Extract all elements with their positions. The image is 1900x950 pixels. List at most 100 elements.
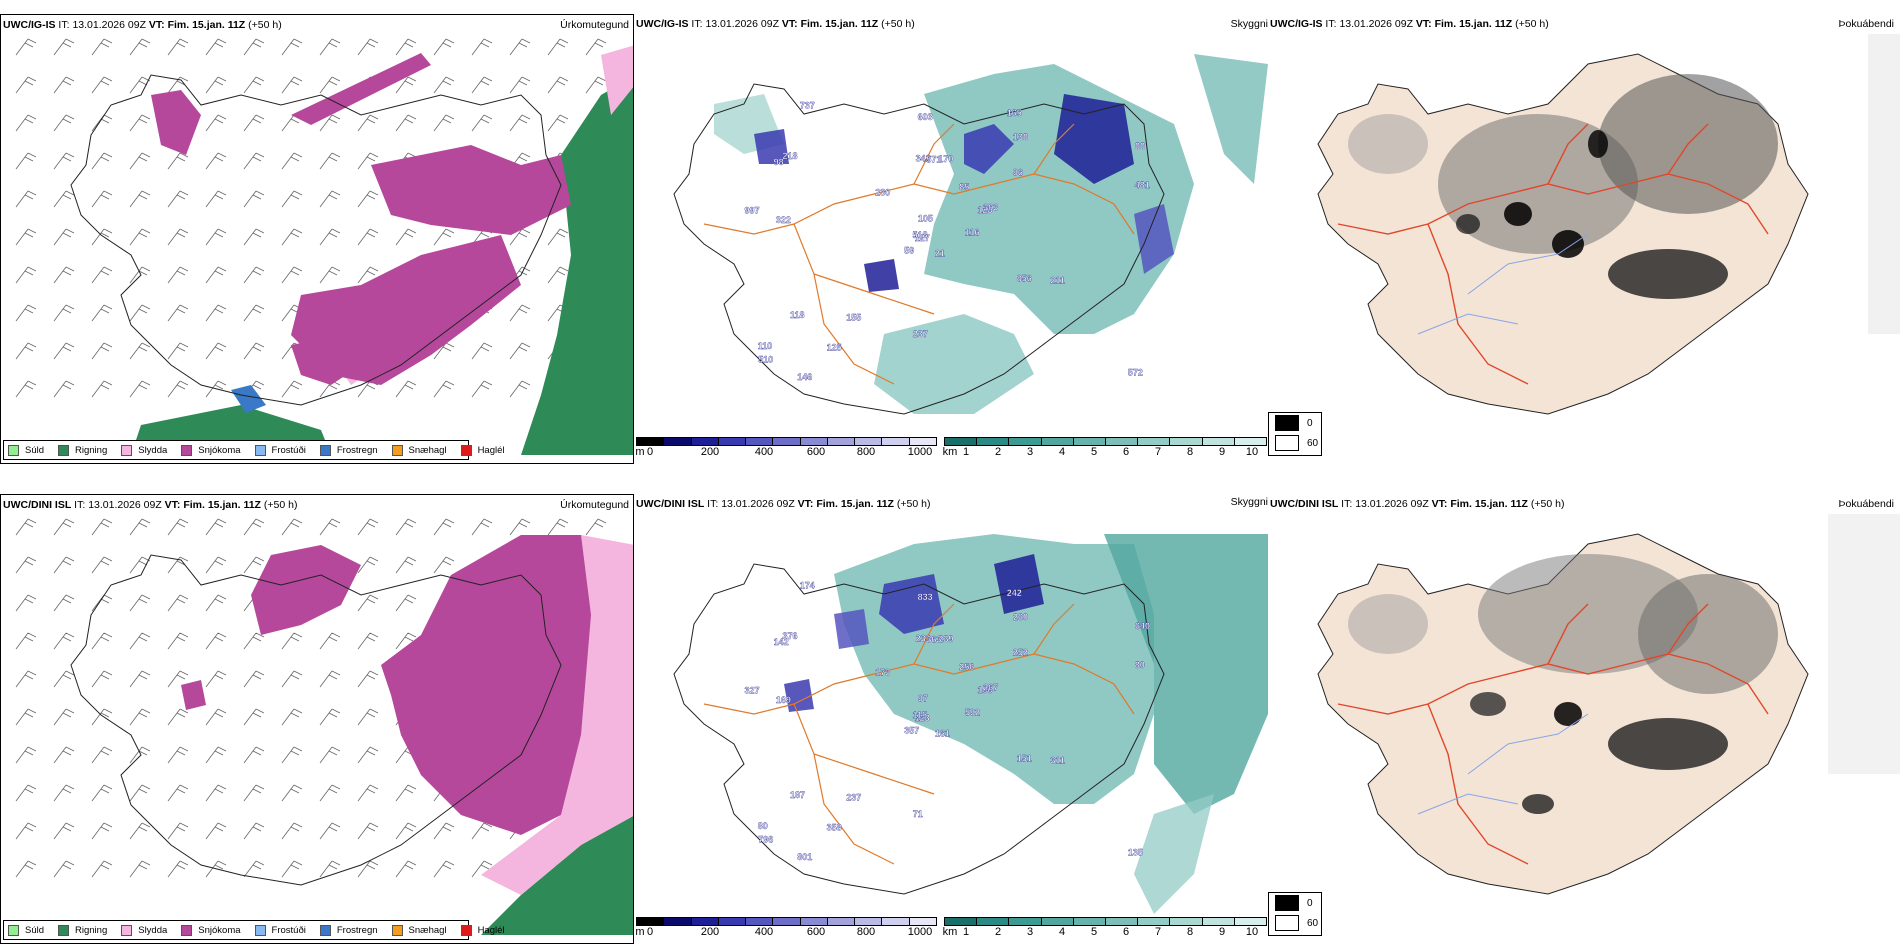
cloud-base-label: 106 (977, 685, 992, 695)
colorbar-segment (1201, 437, 1234, 446)
wind-barb (547, 228, 569, 246)
wind-barb (433, 342, 455, 360)
cloud-base-label: 116 (965, 227, 980, 237)
wind-barb (15, 670, 37, 688)
fog-cell (1456, 214, 1480, 234)
wind-barb (53, 304, 75, 322)
cloud-base-label: 256 (959, 662, 974, 672)
wind-barb (281, 632, 303, 650)
wind-barb (433, 114, 455, 132)
wind-barb (167, 746, 189, 764)
wind-barb (167, 594, 189, 612)
cloud-base-label: 146 (797, 372, 812, 382)
colorbar-segment (1072, 917, 1106, 926)
wind-barb (205, 822, 227, 840)
wind-barb (357, 518, 379, 536)
colorbar-segment (1137, 917, 1170, 926)
precip-map (15, 518, 633, 935)
wind-barb (319, 708, 341, 726)
wind-barb (433, 228, 455, 246)
ceiling-area (784, 679, 814, 712)
wind-barb (395, 860, 417, 878)
wind-barb (129, 228, 151, 246)
wind-barb (395, 76, 417, 94)
legend-item: Rigning (58, 924, 107, 936)
wind-barb (471, 342, 493, 360)
field-name: Skyggni (1230, 18, 1268, 30)
wind-barb (205, 342, 227, 360)
cloud-base-label: 327 (744, 686, 759, 696)
road-network (703, 123, 1135, 385)
wind-barb (205, 632, 227, 650)
wind-barb (167, 266, 189, 284)
wind-barb (167, 632, 189, 650)
colorbar-segment (1169, 917, 1202, 926)
cloud-base-label: 801 (797, 852, 812, 862)
snow-area (151, 90, 201, 155)
wind-barb (433, 860, 455, 878)
cloud-base-label: 218 (782, 151, 797, 161)
wind-barb (15, 114, 37, 132)
wind-barb (91, 342, 113, 360)
colorbar-tick: 1000 (907, 446, 933, 458)
ceiling-area (879, 574, 944, 634)
colorbar-tick: 5 (1090, 446, 1098, 458)
road-network (1337, 123, 1769, 385)
colorbar-tick: 4 (1058, 926, 1066, 938)
field-name: Þokuábendi (1838, 18, 1894, 30)
colorbar-segment (1233, 437, 1267, 446)
wind-barb (15, 594, 37, 612)
ceiling-area (1054, 94, 1134, 184)
colorbar-tick: 3 (1026, 446, 1034, 458)
wind-barb (15, 860, 37, 878)
colorbar-tick: 4 (1058, 446, 1066, 458)
wind-barb (281, 822, 303, 840)
cloud-base-label: 252 (1013, 647, 1028, 657)
wind-barb (357, 190, 379, 208)
wind-barb (15, 518, 37, 536)
cloud-base-label: 169 (776, 695, 791, 705)
river-network (1417, 233, 1589, 335)
wind-barb (357, 266, 379, 284)
wind-barb (129, 304, 151, 322)
wind-barb (357, 746, 379, 764)
wind-barb (205, 518, 227, 536)
colorbar-segment (908, 437, 936, 446)
wind-barb (15, 380, 37, 398)
legend-item: Súld (8, 444, 44, 456)
wind-barb (167, 518, 189, 536)
wind-barb (547, 518, 569, 536)
wind-barb (243, 518, 265, 536)
wind-barb (509, 518, 531, 536)
fog-legend-bottom: 0 60 (1268, 892, 1322, 936)
wind-barb (471, 822, 493, 840)
wind-barb (281, 380, 303, 398)
wind-barb (395, 784, 417, 802)
wind-barb (205, 38, 227, 56)
wind-barb (129, 190, 151, 208)
wind-barb (357, 670, 379, 688)
wind-barb (319, 190, 341, 208)
colorbar-tick: 800 (856, 446, 876, 458)
panel-title: UWC/DINI ISL IT: 13.01.2026 09Z VT: Fim.… (1270, 498, 1565, 510)
visibility-area (1134, 794, 1214, 914)
wind-barb (53, 228, 75, 246)
cloud-base-label: 856 (1017, 274, 1032, 284)
wind-barb (395, 228, 417, 246)
colorbar-segment (944, 917, 977, 926)
cloud-base-label: 572 (1128, 367, 1143, 377)
fog-band (1828, 514, 1900, 774)
wind-barb (91, 76, 113, 94)
fog-cell (1638, 574, 1778, 694)
snow-area (291, 335, 361, 385)
wind-barb (243, 822, 265, 840)
wind-barb (205, 708, 227, 726)
cloud-panel-top: UWC/IG-IS IT: 13.01.2026 09Z VT: Fim. 15… (634, 14, 1268, 464)
colorbar-segment (745, 437, 773, 446)
wind-barb (205, 594, 227, 612)
panel-title: UWC/IG-IS IT: 13.01.2026 09Z VT: Fim. 15… (1270, 18, 1549, 30)
wind-barb (433, 822, 455, 840)
cloud-base-label: 358 (827, 822, 842, 832)
visibility-area (924, 64, 1194, 334)
colorbar-tick: 800 (856, 926, 876, 938)
